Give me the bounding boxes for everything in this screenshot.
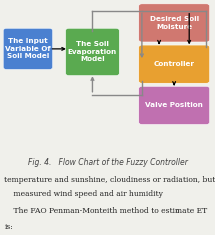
FancyBboxPatch shape: [139, 45, 210, 83]
Text: is:: is:: [4, 223, 13, 231]
Text: Valve Position: Valve Position: [145, 102, 203, 108]
FancyBboxPatch shape: [66, 28, 119, 76]
Text: The FAO Penman-Monteith method to estimate ET: The FAO Penman-Monteith method to estima…: [4, 207, 207, 215]
FancyBboxPatch shape: [3, 28, 53, 70]
Text: The Input
Variable Of
Soil Model: The Input Variable Of Soil Model: [5, 38, 51, 59]
Text: Desired Soil
Moisture: Desired Soil Moisture: [150, 16, 199, 30]
Text: Controller: Controller: [154, 61, 195, 67]
Text: temperature and sunshine, cloudiness or radiation, but not: temperature and sunshine, cloudiness or …: [4, 176, 215, 184]
Text: Fig. 4.   Flow Chart of the Fuzzy Controller: Fig. 4. Flow Chart of the Fuzzy Controll…: [28, 158, 187, 168]
Text: measured wind speed and air humidity: measured wind speed and air humidity: [4, 190, 163, 198]
FancyBboxPatch shape: [139, 86, 210, 125]
FancyBboxPatch shape: [139, 4, 210, 42]
Text: 0: 0: [175, 209, 179, 214]
Text: The Soil
Evaporation
Model: The Soil Evaporation Model: [68, 41, 117, 63]
